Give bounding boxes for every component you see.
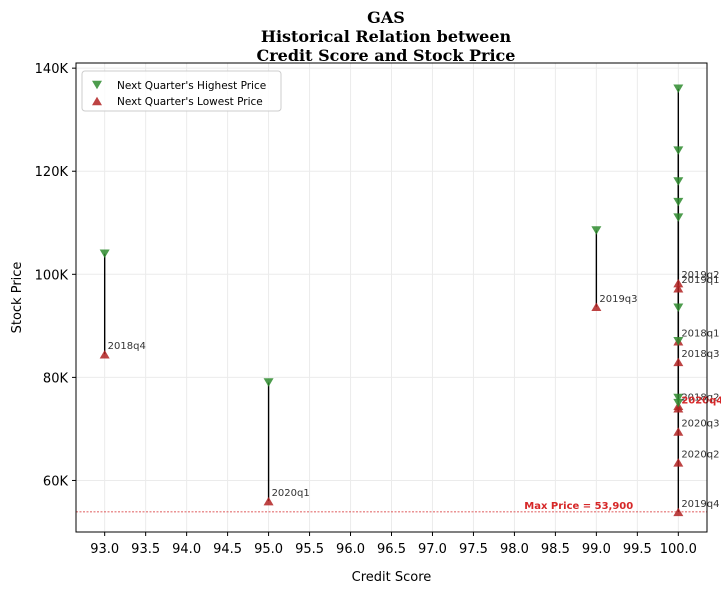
low-price-marker bbox=[673, 283, 684, 293]
x-tick-label: 99.0 bbox=[582, 542, 611, 557]
y-tick-label: 140K bbox=[35, 62, 69, 77]
x-tick-label: 98.0 bbox=[500, 542, 529, 557]
max-price-label: Max Price = 53,900 bbox=[524, 501, 633, 512]
quarter-label: 2020q2 bbox=[681, 449, 719, 460]
low-price-marker bbox=[673, 427, 684, 436]
max-price-reference: Max Price = 53,900 bbox=[76, 501, 707, 513]
y-tick-label: 100K bbox=[35, 268, 69, 283]
low-price-marker bbox=[99, 349, 110, 359]
low-price-marker bbox=[673, 404, 684, 413]
x-tick-label: 97.0 bbox=[418, 542, 447, 557]
y-tick-label: 80K bbox=[43, 371, 69, 386]
x-tick-label: 95.5 bbox=[295, 542, 324, 557]
legend-box bbox=[81, 70, 282, 112]
chart-title-line: Credit Score and Stock Price bbox=[257, 46, 516, 65]
high-price-marker bbox=[673, 84, 684, 94]
quarter-label: 2020q4 bbox=[681, 395, 721, 406]
quarter-label: 2018q3 bbox=[681, 349, 719, 360]
high-price-marker bbox=[673, 177, 684, 186]
low-price-marker bbox=[673, 278, 684, 288]
x-tick-label: 94.5 bbox=[213, 542, 242, 557]
y-axis-label: Stock Price bbox=[10, 262, 25, 334]
legend-low-label: Next Quarter's Lowest Price bbox=[117, 96, 263, 108]
quarter-label: 2018q2 bbox=[681, 393, 719, 404]
chart-title-line: Historical Relation between bbox=[261, 27, 512, 46]
legend: Next Quarter's Highest Price Next Quarter… bbox=[81, 70, 282, 112]
quarter-label: 2019q4 bbox=[681, 499, 719, 510]
quarter-label: 2019q1 bbox=[681, 275, 719, 286]
low-price-marker bbox=[591, 302, 602, 312]
x-tick-label: 93.0 bbox=[90, 542, 119, 557]
quarter-label: 2020q3 bbox=[681, 419, 719, 430]
x-tick-label: 96.0 bbox=[336, 542, 365, 557]
x-axis-label: Credit Score bbox=[352, 570, 432, 585]
x-tick-label: 93.5 bbox=[131, 542, 160, 557]
x-tick-label: 97.5 bbox=[459, 542, 488, 557]
x-tick-label: 95.0 bbox=[254, 542, 283, 557]
low-price-marker bbox=[673, 357, 684, 367]
price-markers bbox=[99, 84, 684, 517]
quarter-label: 2019q2 bbox=[681, 270, 719, 281]
high-price-marker bbox=[263, 378, 274, 387]
x-tick-label: 99.5 bbox=[623, 542, 652, 557]
high-price-marker bbox=[673, 337, 684, 346]
high-price-marker bbox=[673, 393, 684, 403]
chart-title-line: GAS bbox=[367, 8, 405, 27]
x-tick-label: 96.5 bbox=[377, 542, 406, 557]
high-price-marker bbox=[673, 213, 684, 222]
legend-low-marker bbox=[92, 96, 102, 106]
y-tick-label: 120K bbox=[35, 165, 69, 180]
legend-high-marker bbox=[92, 80, 102, 90]
quarter-label: 2018q4 bbox=[108, 341, 146, 352]
high-price-marker bbox=[673, 146, 684, 155]
quarter-label: 2019q3 bbox=[599, 294, 637, 305]
x-axis-ticks: 93.0 93.5 94.0 94.5 95.0 95.5 96.0 96.5 97.0 97.5… bbox=[90, 532, 697, 557]
low-price-marker bbox=[673, 507, 684, 517]
quarter-label: 2018q1 bbox=[681, 328, 719, 339]
quarter-label: 2020q1 bbox=[272, 488, 310, 499]
x-tick-label: 100.0 bbox=[660, 542, 697, 557]
high-price-marker bbox=[591, 226, 602, 235]
high-price-marker bbox=[673, 398, 684, 408]
low-price-marker bbox=[673, 458, 684, 467]
high-price-marker bbox=[673, 303, 684, 313]
y-axis-ticks: 60K 80K 100K 120K 140K bbox=[35, 62, 76, 489]
legend-high-label: Next Quarter's Highest Price bbox=[117, 80, 266, 92]
high-price-marker bbox=[673, 197, 684, 207]
high-price-marker bbox=[99, 249, 110, 258]
y-tick-label: 60K bbox=[43, 474, 69, 489]
low-price-marker bbox=[263, 496, 274, 506]
x-tick-label: 98.5 bbox=[541, 542, 570, 557]
x-tick-label: 94.0 bbox=[172, 542, 201, 557]
